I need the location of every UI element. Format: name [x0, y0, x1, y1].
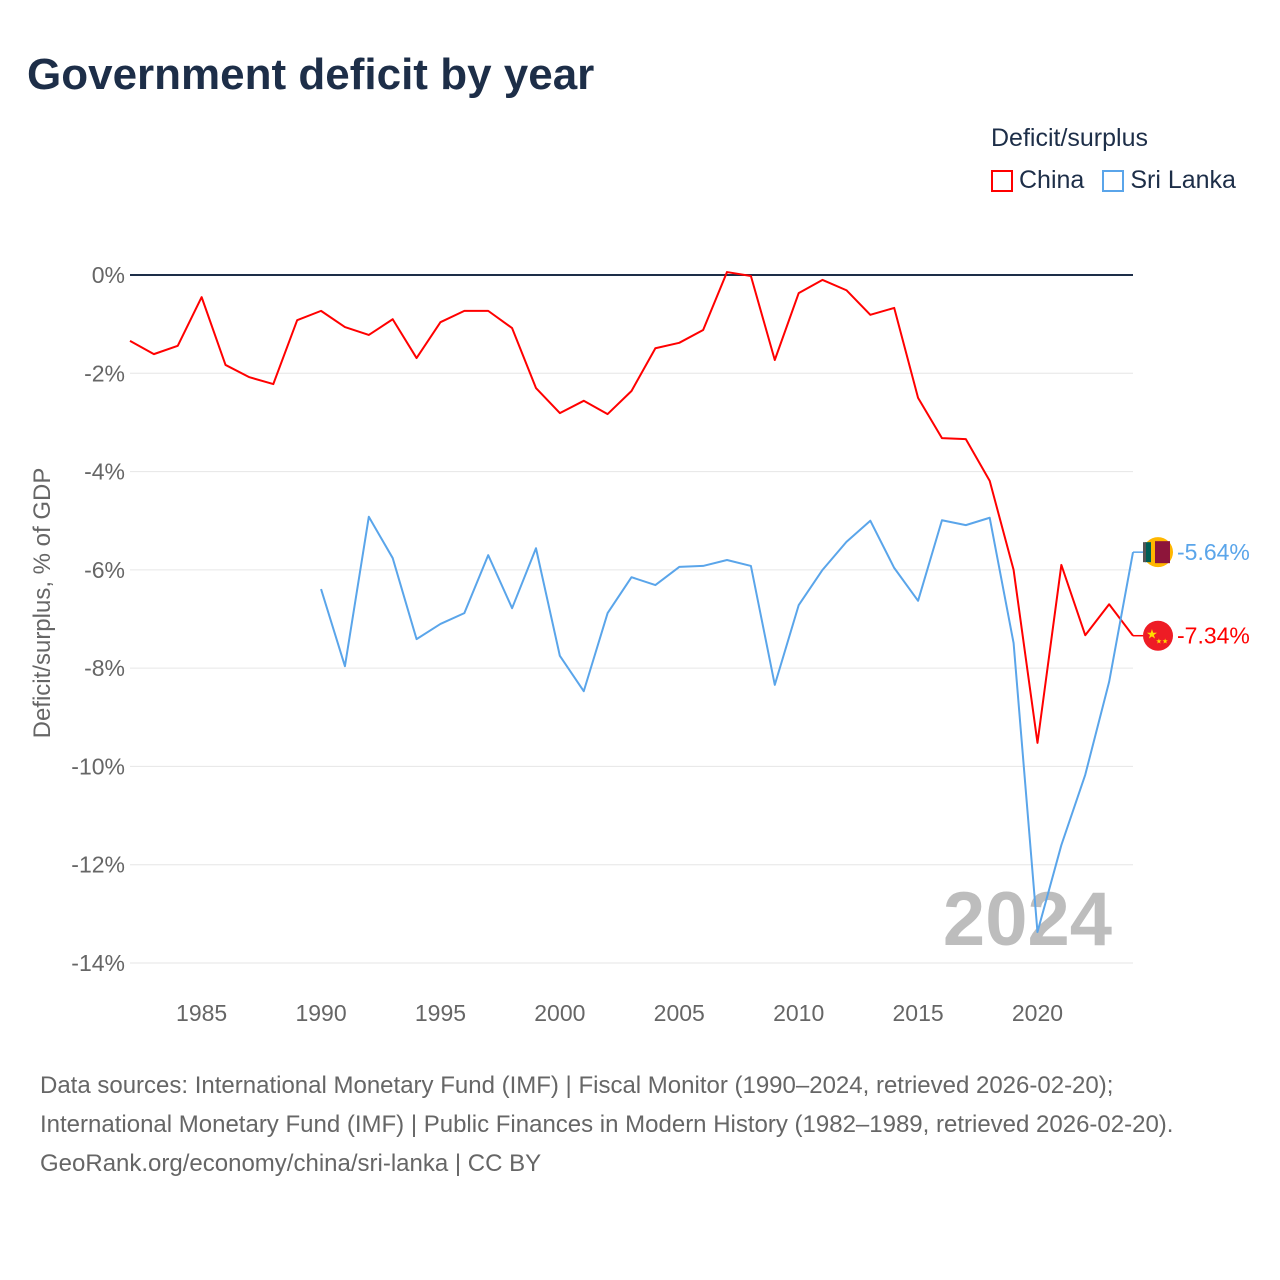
x-tick-label: 2020	[1012, 1000, 1063, 1026]
y-axis-label: Deficit/surplus, % of GDP	[29, 468, 56, 739]
footer: Data sources: International Monetary Fun…	[40, 1066, 1240, 1183]
legend-title: Deficit/surplus	[991, 124, 1148, 152]
x-tick-label: 1990	[295, 1000, 346, 1026]
end-label-china: -7.34%	[1177, 623, 1250, 649]
x-tick-label: 2005	[654, 1000, 705, 1026]
y-tick-label: -10%	[71, 753, 125, 779]
credit-link[interactable]: GeoRank.org/economy/china/sri-lanka | CC…	[40, 1150, 542, 1177]
x-tick-label: 2015	[892, 1000, 943, 1026]
x-tick-label: 2000	[534, 1000, 585, 1026]
flag-star-icon: ★★	[1156, 638, 1169, 646]
x-tick-label: 1995	[415, 1000, 466, 1026]
legend-item-sri-lanka[interactable]: Sri Lanka	[1102, 166, 1236, 195]
legend-label-china: China	[1019, 166, 1085, 194]
legend: China Sri Lanka	[991, 166, 1236, 195]
flag-stripe-icon	[1145, 542, 1151, 563]
flag-field-icon	[1155, 541, 1170, 564]
flag-edge-icon	[1143, 542, 1146, 563]
china-flag-icon	[1143, 620, 1173, 651]
data-sources: Data sources: International Monetary Fun…	[40, 1072, 1174, 1138]
x-tick-label: 1985	[176, 1000, 227, 1026]
legend-swatch-sri-lanka	[1102, 169, 1125, 192]
y-tick-label: -6%	[84, 557, 125, 583]
legend-label-sri-lanka: Sri Lanka	[1130, 166, 1236, 194]
year-watermark: 2024	[943, 877, 1112, 962]
series-line-sri-lanka	[320, 515, 1134, 934]
y-tick-label: -14%	[71, 950, 125, 976]
legend-swatch-china	[991, 169, 1013, 192]
y-tick-label: -8%	[84, 655, 125, 681]
y-tick-label: 0%	[92, 262, 125, 288]
x-tick-label: 2010	[773, 1000, 824, 1026]
y-tick-label: -2%	[84, 360, 125, 386]
y-tick-label: -12%	[71, 852, 125, 878]
series-line-china	[129, 271, 1134, 744]
chart-title: Government deficit by year	[27, 50, 595, 99]
legend-item-china[interactable]: China	[991, 166, 1084, 195]
end-label-sri-lanka: -5.64%	[1177, 539, 1250, 565]
flag-star-icon: ★	[1146, 627, 1158, 642]
y-tick-label: -4%	[84, 459, 125, 485]
